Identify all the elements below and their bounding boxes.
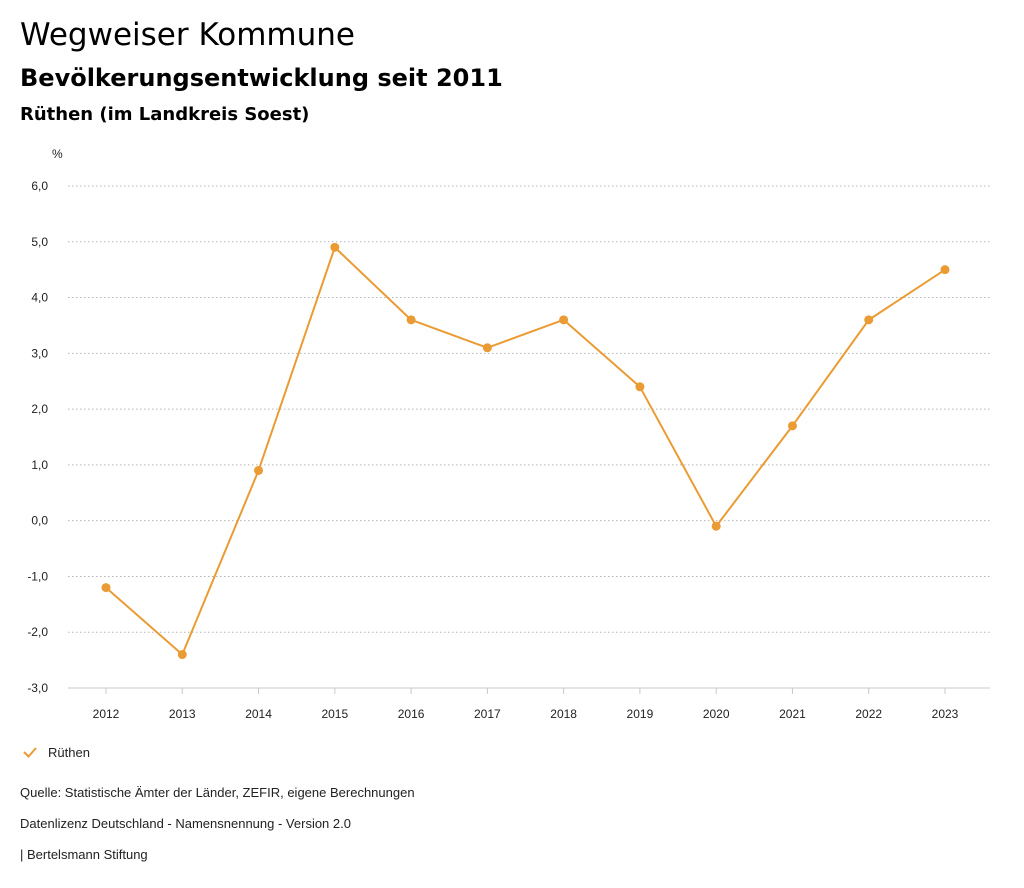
data-point[interactable] — [254, 465, 264, 475]
x-tick-label: 2013 — [169, 707, 196, 721]
x-tick-label: 2020 — [703, 707, 730, 721]
y-tick-label: 1,0 — [31, 458, 48, 472]
source-note: Quelle: Statistische Ämter der Länder, Z… — [20, 785, 415, 800]
region-label: Rüthen (im Landkreis Soest) — [20, 104, 310, 125]
y-tick-label: -1,0 — [27, 569, 48, 583]
data-point[interactable] — [940, 265, 950, 275]
data-point[interactable] — [330, 242, 340, 252]
page-title: Wegweiser Kommune — [20, 17, 355, 53]
x-tick-label: 2016 — [398, 707, 425, 721]
data-point[interactable] — [711, 521, 721, 531]
x-tick-label: 2014 — [245, 707, 272, 721]
data-point[interactable] — [406, 315, 416, 325]
legend-item-ruethen[interactable]: Rüthen — [22, 744, 90, 760]
data-point[interactable] — [101, 583, 111, 593]
data-point[interactable] — [635, 382, 645, 392]
y-tick-label: 2,0 — [31, 402, 48, 416]
y-tick-label: 5,0 — [31, 235, 48, 249]
y-tick-label: 0,0 — [31, 514, 48, 528]
x-tick-label: 2012 — [93, 707, 120, 721]
x-tick-label: 2021 — [779, 707, 806, 721]
y-axis: % 6,0 5,0 4,0 3,0 2,0 1,0 0,0 -1,0 -2,0 -3,0 — [27, 147, 63, 695]
data-point[interactable] — [482, 343, 492, 353]
x-tick-label: 2019 — [627, 707, 654, 721]
x-tick-label: 2015 — [321, 707, 348, 721]
y-tick-label: -3,0 — [27, 681, 48, 695]
y-axis-unit: % — [52, 147, 63, 161]
y-tick-label: 4,0 — [31, 291, 48, 305]
chart-subtitle: Bevölkerungsentwicklung seit 2011 — [20, 64, 503, 92]
grid-lines — [68, 185, 990, 689]
legend-label: Rüthen — [48, 744, 90, 760]
brand-note: | Bertelsmann Stiftung — [20, 847, 148, 862]
x-tick-label: 2023 — [932, 707, 959, 721]
y-tick-label: 6,0 — [31, 179, 48, 193]
series-ruethen — [101, 242, 950, 660]
line-chart: %6,05,04,03,02,01,00,0-1,0-2,0-3,0 2012 2… — [27, 147, 990, 721]
x-axis: 2012 2013 2014 2015 2016 2017 2018 2019 2020 2021… — [68, 687, 990, 721]
check-icon — [23, 747, 37, 758]
data-point[interactable] — [559, 315, 569, 325]
data-point[interactable] — [177, 650, 187, 660]
y-tick-label: -2,0 — [27, 625, 48, 639]
x-tick-label: 2017 — [474, 707, 501, 721]
y-tick-label: 3,0 — [31, 346, 48, 360]
data-point[interactable] — [864, 315, 874, 325]
data-point[interactable] — [787, 421, 797, 431]
x-tick-label: 2018 — [550, 707, 577, 721]
license-note: Datenlizenz Deutschland - Namensnennung … — [20, 816, 351, 831]
series-line — [105, 246, 946, 656]
x-tick-label: 2022 — [855, 707, 882, 721]
